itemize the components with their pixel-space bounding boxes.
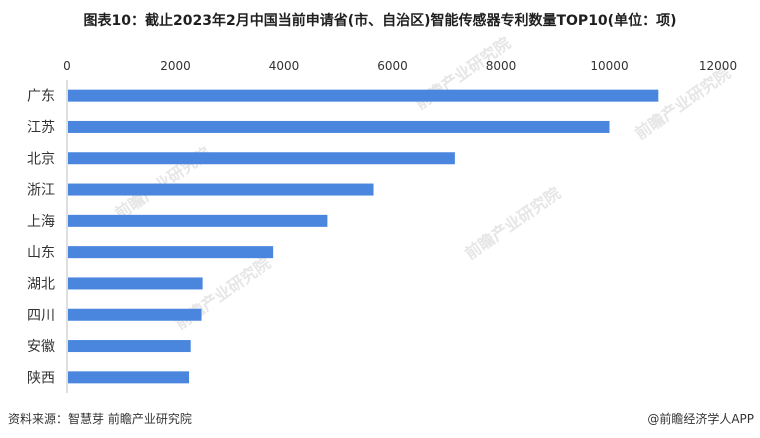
bar <box>68 371 190 384</box>
category-label: 江苏 <box>27 120 55 136</box>
category-label: 浙江 <box>27 183 55 199</box>
chart-title: 图表10：截止2023年2月中国当前申请省(市、自治区)智能传感器专利数量TOP… <box>83 13 677 29</box>
category-label: 陕西 <box>27 370 55 386</box>
bar <box>68 277 203 290</box>
category-label: 山东 <box>27 245 55 261</box>
bar <box>68 246 274 259</box>
source-note: 资料来源：智慧芽 前瞻产业研究院 <box>8 412 192 426</box>
x-tick-label: 6000 <box>377 59 408 73</box>
category-label: 北京 <box>27 151 55 167</box>
brand-credit: @前瞻经济学人APP <box>647 412 754 426</box>
bar <box>68 183 374 196</box>
category-label: 广东 <box>27 89 55 105</box>
bar <box>68 89 659 102</box>
x-tick-label: 8000 <box>486 59 517 73</box>
category-label: 四川 <box>27 308 55 324</box>
bar <box>68 308 202 321</box>
x-tick-label: 0 <box>63 59 71 73</box>
x-tick-label: 12000 <box>699 59 737 73</box>
x-tick-label: 10000 <box>590 59 628 73</box>
bar <box>68 152 455 165</box>
value-axis: 0 2000 4000 6000 8000 10000 12000 <box>63 59 737 393</box>
bar <box>68 214 328 227</box>
bar <box>68 120 610 133</box>
category-label: 安徽 <box>27 339 55 355</box>
watermark-text: 前瞻产业研究院 <box>461 183 564 263</box>
x-tick-label: 2000 <box>160 59 191 73</box>
watermark-text: 前瞻产业研究院 <box>171 253 274 333</box>
category-label: 湖北 <box>27 276 55 292</box>
category-label: 上海 <box>27 214 55 230</box>
bar <box>68 340 191 353</box>
watermark-text: 前瞻产业研究院 <box>631 63 734 143</box>
x-tick-label: 4000 <box>269 59 300 73</box>
